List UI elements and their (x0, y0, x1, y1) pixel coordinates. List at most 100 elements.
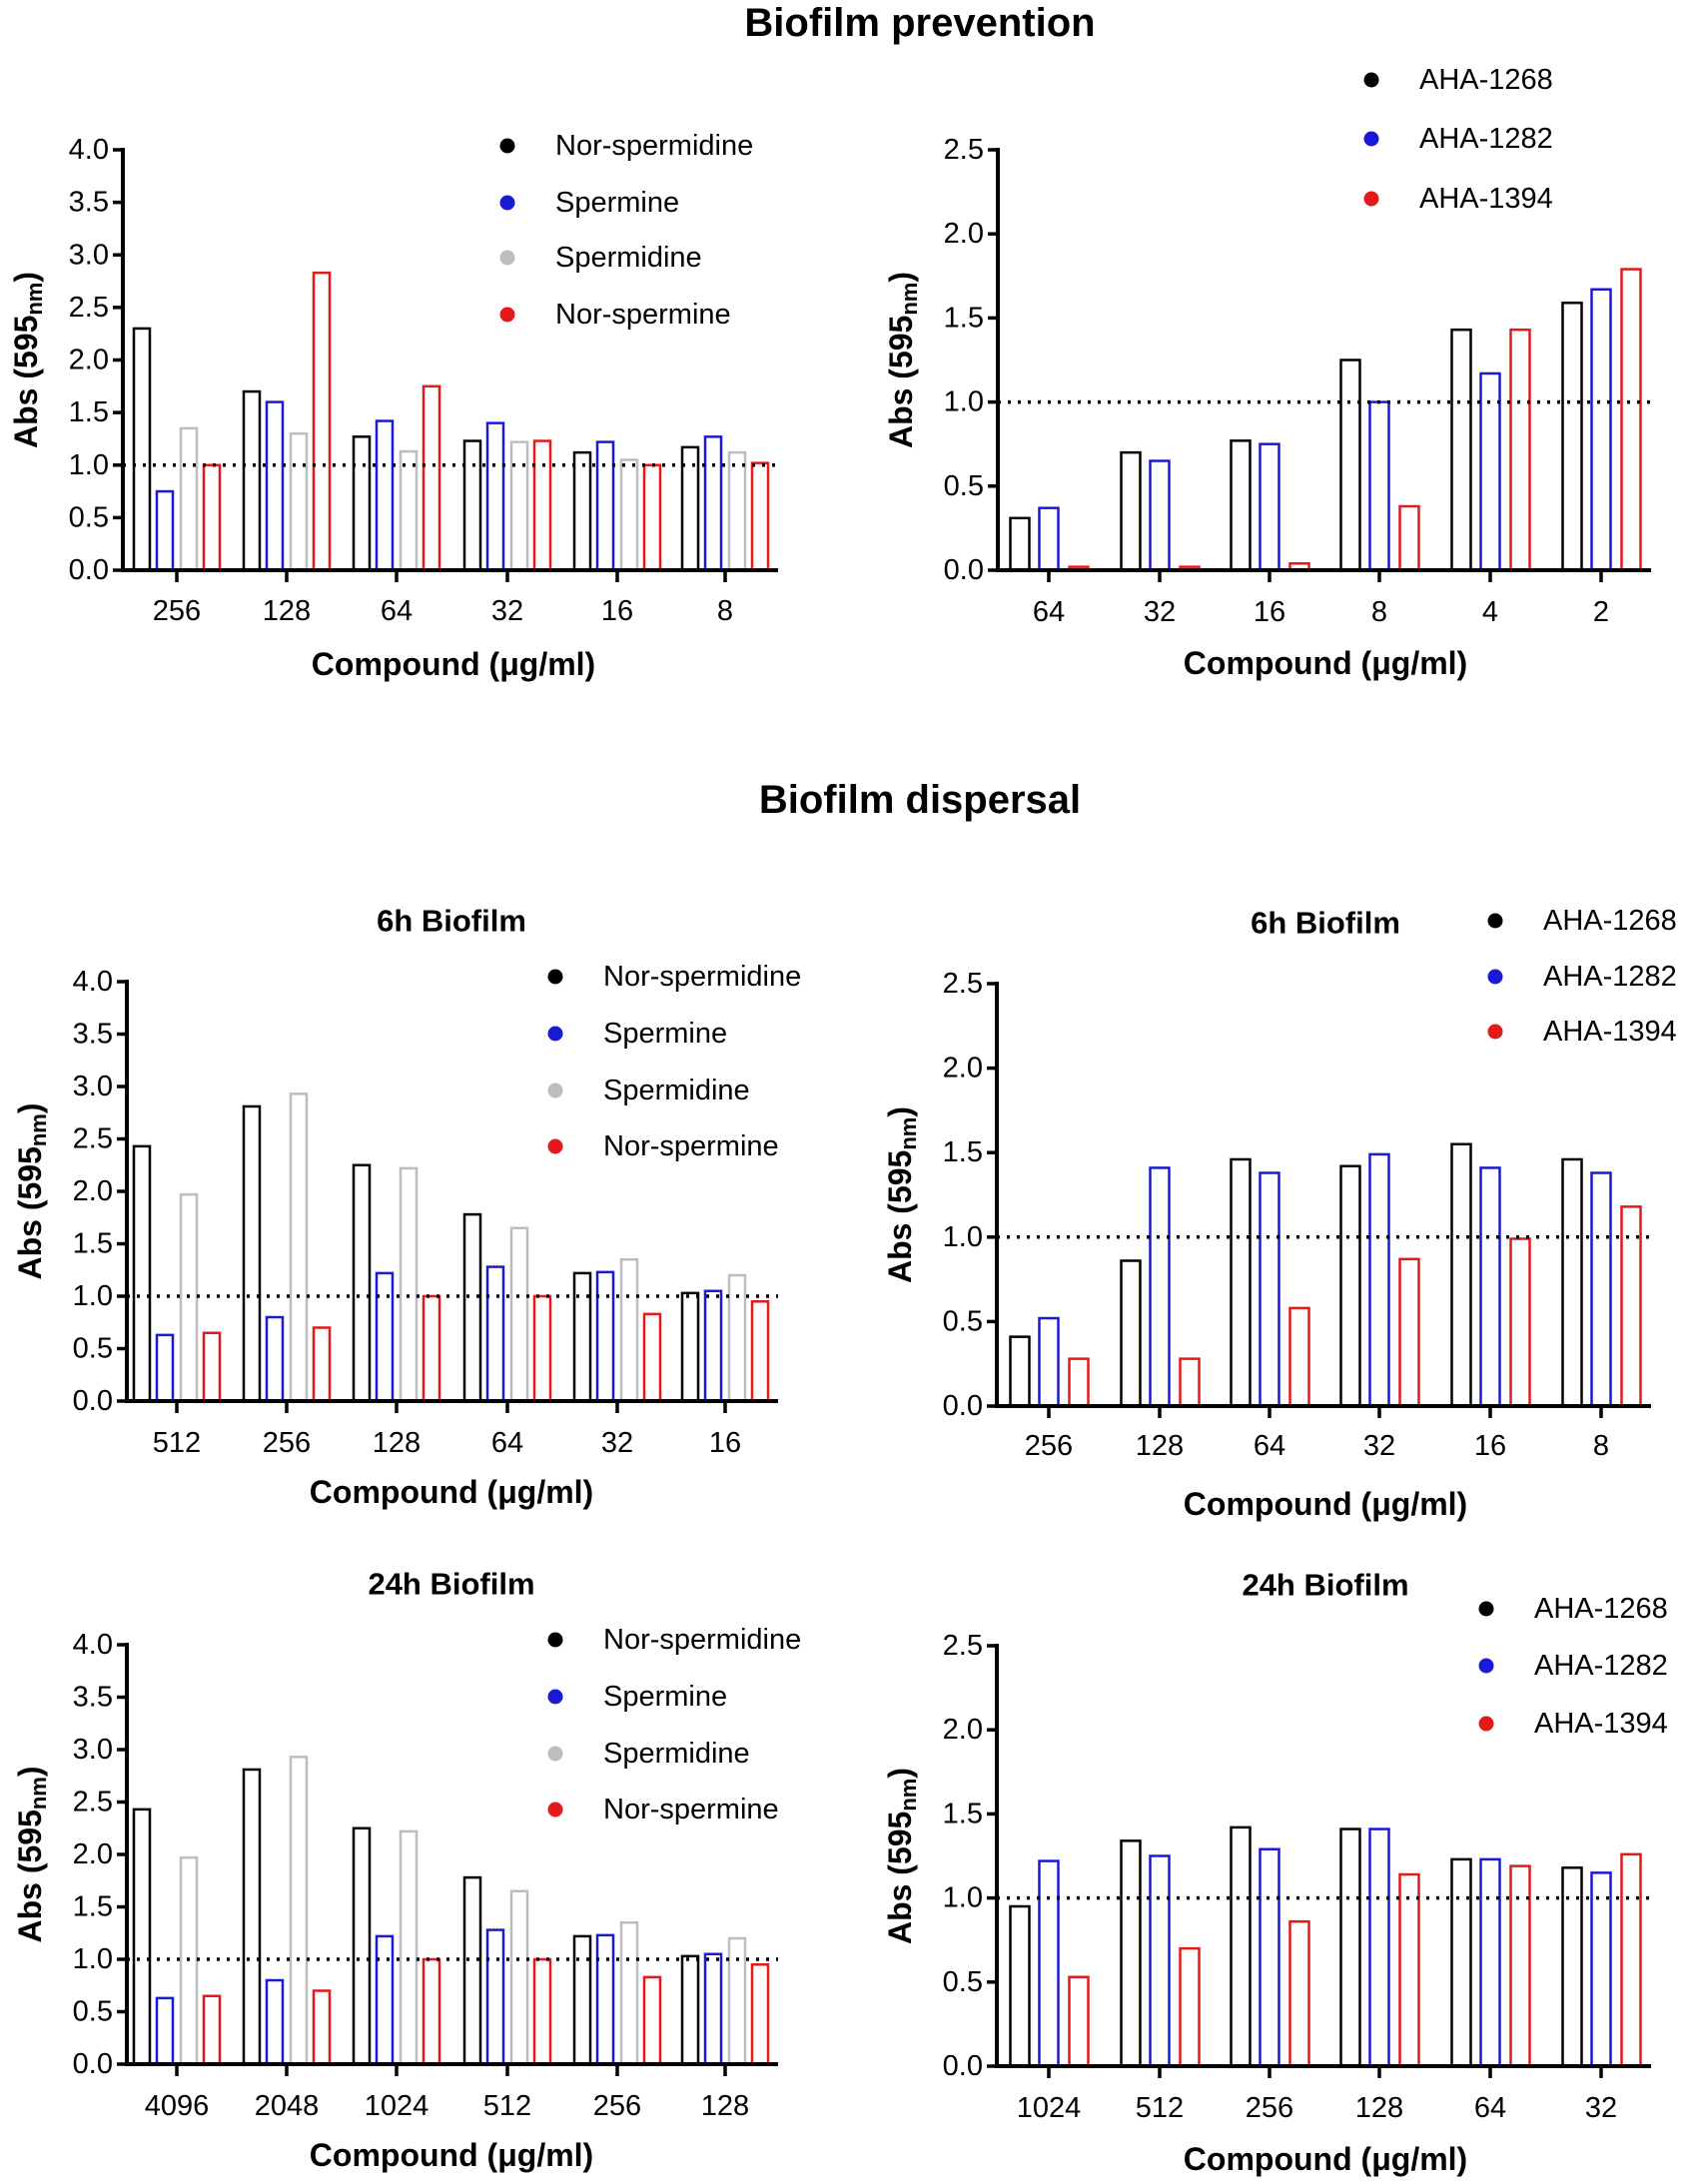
bar (509, 440, 529, 572)
x-tick-label: 256 (153, 595, 201, 627)
bar (375, 1934, 395, 2066)
chart-2: 0.0 0.5 1.0 1.5 2.0 2.5 64 32 16 8 4 2 Compound (μg/… (883, 64, 1651, 681)
legend-label: AHA-1394 (1534, 1708, 1668, 1740)
bar (572, 1934, 592, 2066)
x-axis-label: Compound (μg/ml) (1184, 2141, 1467, 2177)
bar (242, 1104, 262, 1403)
y-tick-label: 4.0 (73, 966, 113, 998)
bar (750, 461, 770, 572)
bar (399, 1829, 419, 2066)
y-tick-label: 2.5 (73, 1123, 113, 1155)
bar (1339, 1827, 1361, 2068)
y-tick-label: 2.0 (943, 1053, 983, 1085)
bar (680, 1291, 700, 1403)
legend-marker (1363, 191, 1379, 207)
bar (1068, 1975, 1090, 2068)
y-axis-label-close: ) (883, 272, 919, 283)
y-axis-label-close: ) (12, 1766, 48, 1777)
legend-label: AHA-1268 (1543, 905, 1677, 937)
bar (289, 1092, 309, 1403)
legend-label: Spermidine (555, 242, 702, 274)
x-tick-label: 8 (1593, 1430, 1609, 1462)
bar (155, 1333, 175, 1403)
x-tick-label: 256 (1025, 1430, 1073, 1462)
legend-marker (547, 969, 563, 985)
x-tick-label: 32 (1585, 2092, 1617, 2124)
bar (1509, 1237, 1531, 1408)
x-tick-label: 64 (491, 1427, 523, 1459)
y-axis-label: Abs (595nm) (8, 272, 47, 448)
bar (642, 1975, 662, 2066)
y-tick-label: 0.0 (69, 554, 109, 586)
y-tick-label: 0.0 (943, 1390, 983, 1422)
chart-title: 6h Biofilm (377, 904, 526, 939)
bar (1398, 1257, 1420, 1408)
bar (155, 489, 175, 572)
bar (703, 435, 723, 572)
bar (595, 1933, 615, 2066)
bar (202, 1331, 222, 1403)
bar (703, 1289, 723, 1403)
bar (680, 1954, 700, 2066)
x-tick-label: 16 (1254, 596, 1285, 628)
bar (1259, 1171, 1280, 1408)
legend-marker (547, 1026, 563, 1042)
bar (532, 439, 552, 572)
y-axis-label: Abs (595nm) (12, 1102, 51, 1279)
chart-title: 24h Biofilm (368, 1567, 534, 1602)
legend-marker (1478, 1601, 1494, 1617)
legend-label: Nor-spermine (603, 1130, 779, 1162)
bar (422, 1294, 441, 1403)
bar (1590, 288, 1612, 572)
y-tick-label: 4.0 (73, 1629, 113, 1661)
bar (422, 1957, 441, 2066)
y-tick-label: 2.0 (69, 345, 109, 376)
y-axis-label-close: ) (8, 272, 44, 283)
bar (1450, 1857, 1472, 2068)
legend-marker (547, 1802, 563, 1818)
y-axis-label-main: Abs (595 (8, 316, 44, 448)
bar (642, 463, 662, 572)
dispersal-section-title: Biofilm dispersal (759, 778, 1081, 822)
y-tick-label: 1.0 (69, 449, 109, 481)
y-tick-label: 1.5 (73, 1228, 113, 1260)
y-tick-label: 2.5 (69, 292, 109, 324)
bar (1479, 1166, 1501, 1408)
legend-label: Nor-spermine (603, 1794, 779, 1825)
y-tick-label: 1.0 (73, 1943, 113, 1975)
bar (619, 458, 639, 572)
y-tick-label: 1.0 (73, 1280, 113, 1312)
chart-3: 0.0 0.5 1.0 1.5 2.0 2.5 3.0 3.5 4.0 512 256 128 64 32… (12, 904, 801, 1511)
legend-label: Spermidine (603, 1738, 750, 1770)
bar (462, 1875, 482, 2066)
y-tick-label: 1.0 (943, 1221, 983, 1253)
legend: Nor-spermidine Spermine Spermidine Nor-sper… (499, 130, 753, 331)
legend-marker (1478, 1658, 1494, 1674)
bar (1259, 1847, 1280, 2068)
legend-marker (1487, 913, 1503, 929)
x-axis-label: Compound (μg/ml) (310, 2137, 593, 2173)
bar (1368, 400, 1390, 572)
legend-marker (1478, 1716, 1494, 1732)
y-tick-label: 0.0 (73, 1385, 113, 1417)
bar (1009, 1904, 1031, 2068)
bar (1450, 328, 1472, 572)
bar (1620, 268, 1642, 572)
y-axis-label: Abs (595nm) (883, 272, 922, 448)
bar (1288, 1919, 1310, 2068)
y-tick-label: 2.0 (943, 1714, 983, 1746)
x-tick-label: 16 (1474, 1430, 1506, 1462)
legend-marker (547, 1746, 563, 1762)
legend-marker (1363, 131, 1379, 147)
bar (1339, 1164, 1361, 1408)
x-tick-label: 128 (701, 2090, 749, 2122)
legend-marker (547, 1138, 563, 1154)
x-tick-label: 2 (1593, 596, 1609, 628)
y-axis-label-close: ) (882, 1768, 918, 1779)
y-axis-label: Abs (595nm) (882, 1768, 921, 1944)
y-axis-label-subscript: nm (26, 1113, 51, 1146)
bar (289, 431, 309, 572)
legend-label: AHA-1394 (1543, 1016, 1677, 1048)
bar (485, 1265, 505, 1403)
bar (202, 1994, 222, 2066)
